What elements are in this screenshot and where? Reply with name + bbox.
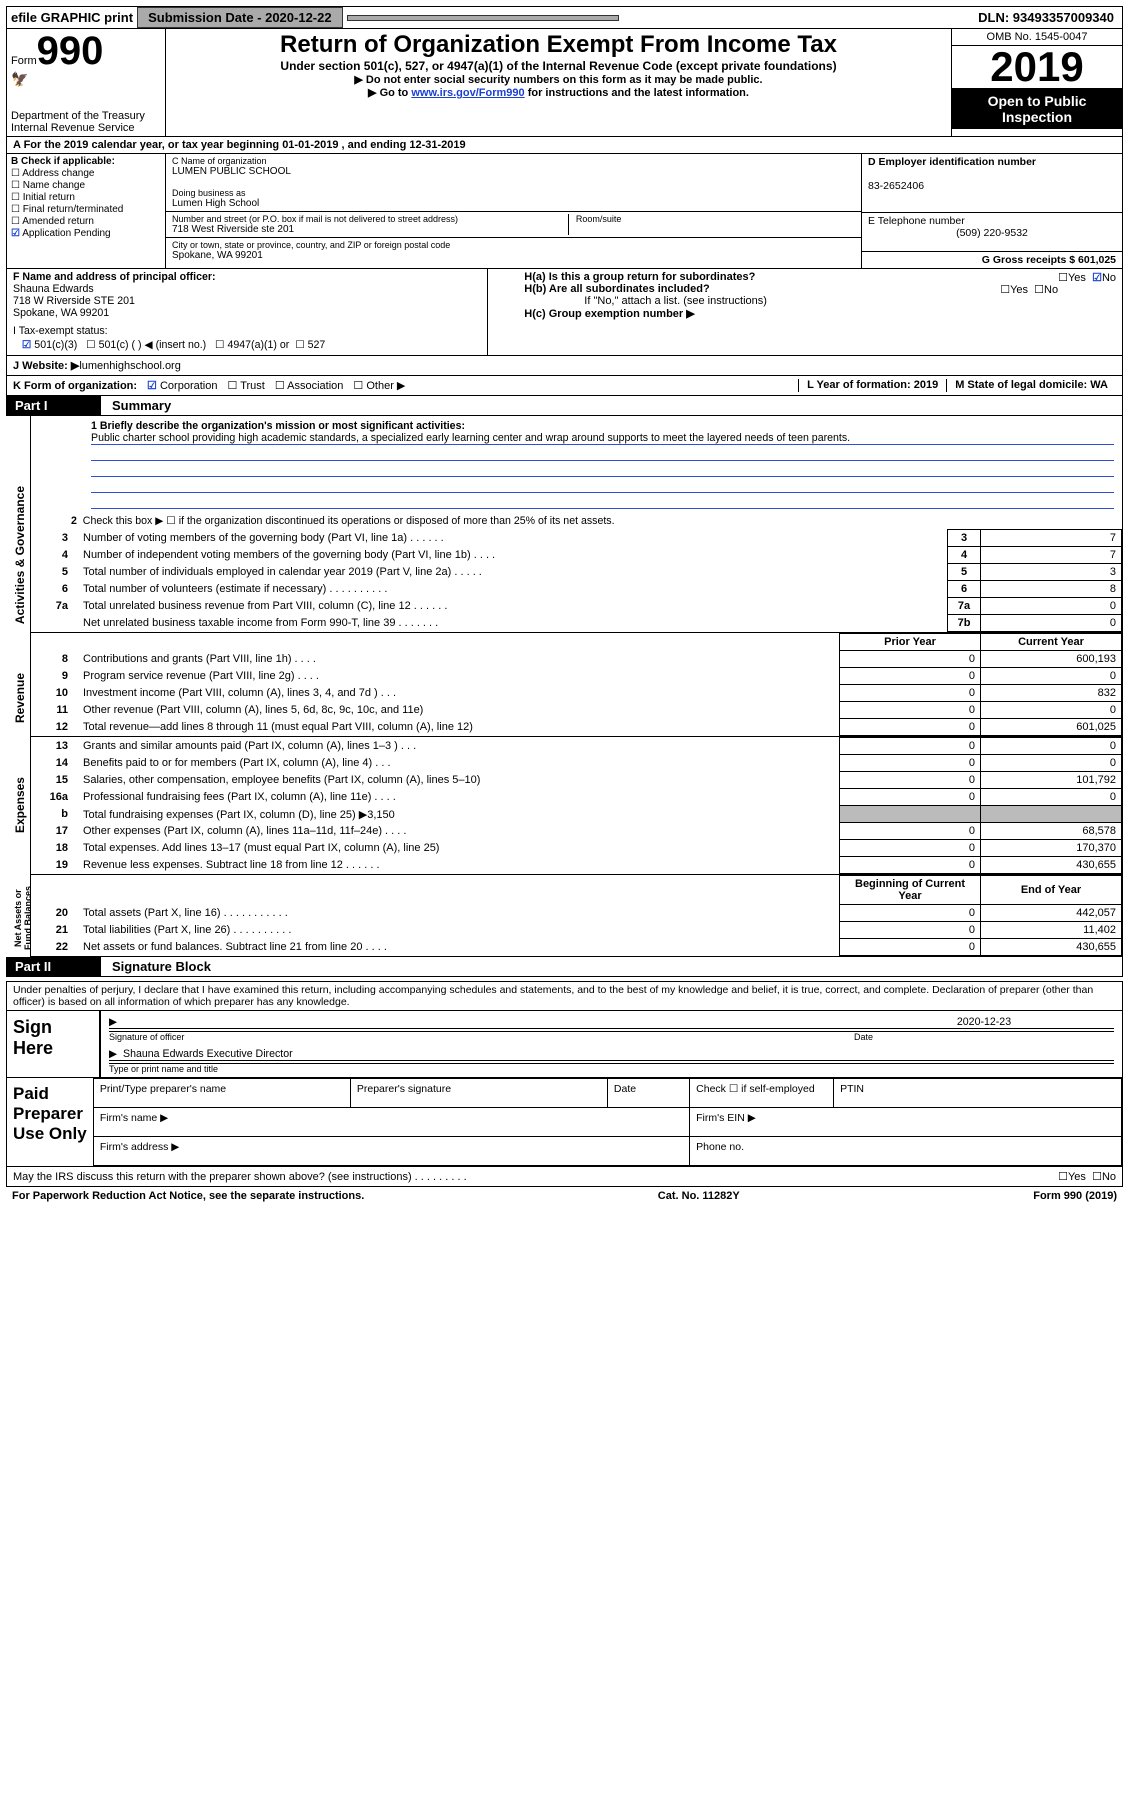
eagle-icon: 🦅 [11,71,161,88]
entity-block: B Check if applicable: ☐ Address change … [6,154,1123,269]
open-to-public: Open to PublicInspection [952,89,1122,129]
chk-corporation[interactable]: ☑ Corporation [147,379,217,392]
chk-501c3[interactable]: ☑ [22,339,32,351]
officer-addr2: Spokane, WA 99201 [13,307,481,319]
chk-other[interactable]: ☐ Other ▶ [353,379,405,392]
form-subtitle: Under section 501(c), 527, or 4947(a)(1)… [172,59,945,73]
chk-amended-return[interactable]: ☐ Amended return [11,216,161,227]
part2-bar: Part II [7,957,101,976]
ein-value: 83-2652406 [868,180,1116,192]
page-footer: For Paperwork Reduction Act Notice, see … [6,1187,1123,1205]
officer-addr1: 718 W Riverside STE 201 [13,295,481,307]
officer-name: Shauna Edwards [13,283,481,295]
chk-address-change[interactable]: ☐ Address change [11,168,161,179]
submission-date-button[interactable]: Submission Date - 2020-12-22 [137,7,343,28]
chk-application-pending[interactable]: ☑ Application Pending [11,228,161,239]
dept-treasury: Department of the Treasury [11,110,161,122]
dln-label: DLN: 93493357009340 [978,10,1122,25]
mission-text: Public charter school providing high aca… [91,432,1114,445]
irs-link[interactable]: www.irs.gov/Form990 [411,87,524,99]
website-value: lumenhighschool.org [79,360,181,372]
website-row: J Website: ▶ lumenhighschool.org [6,356,1123,376]
telephone-value: (509) 220-9532 [868,227,1116,239]
tax-exempt-label: I Tax-exempt status: [13,325,108,337]
line-a-period: A For the 2019 calendar year, or tax yea… [6,137,1123,154]
room-suite-label: Room/suite [576,214,622,224]
form-header: Form990 🦅 Department of the Treasury Int… [6,29,1123,137]
officer-label: F Name and address of principal officer: [13,271,481,283]
form-number: 990 [37,29,104,73]
irs-label: Internal Revenue Service [11,122,161,134]
ha-label: H(a) Is this a group return for subordin… [524,271,755,283]
telephone-label: E Telephone number [868,215,1116,227]
year-formation: L Year of formation: 2019 [798,379,946,392]
q1-label: 1 Briefly describe the organization's mi… [91,420,465,432]
paperwork-notice: For Paperwork Reduction Act Notice, see … [12,1190,364,1202]
city-state-zip: Spokane, WA 99201 [172,250,263,261]
ein-label: D Employer identification number [868,156,1116,168]
form-version: Form 990 (2019) [1033,1190,1117,1202]
sign-here-label: Sign Here [7,1011,99,1077]
net-assets-table: Beginning of Current YearEnd of Year 20T… [31,875,1122,956]
revenue-table: Prior YearCurrent Year 8Contributions an… [31,633,1122,736]
paid-preparer-label: Paid Preparer Use Only [7,1078,93,1166]
cat-number: Cat. No. 11282Y [658,1190,740,1202]
chk-association[interactable]: ☐ Association [275,379,344,392]
section-b-label: B Check if applicable: [11,156,161,167]
street-address: 718 West Riverside ste 201 [172,224,294,235]
tab-governance: Activities & Governance [13,486,33,624]
efile-label: efile GRAPHIC print [7,10,133,25]
tab-net-assets: Net Assets or Fund Balances [13,880,33,956]
discuss-yes[interactable]: ☐Yes [1058,1170,1086,1183]
part1-title: Summary [104,398,171,413]
hc-label: H(c) Group exemption number ▶ [524,308,694,320]
form-title: Return of Organization Exempt From Incom… [172,31,945,59]
chk-trust[interactable]: ☐ Trust [227,379,264,392]
dba-name: Lumen High School [172,198,855,209]
declaration-text: Under penalties of perjury, I declare th… [13,984,1116,1008]
hb-label: H(b) Are all subordinates included? [524,283,709,295]
part1-bar: Part I [7,396,101,415]
officer-name-title: Shauna Edwards Executive Director [123,1048,293,1060]
tab-expenses: Expenses [13,777,33,833]
blank-button[interactable] [347,15,619,21]
chk-final-return[interactable]: ☐ Final return/terminated [11,204,161,215]
officer-signature-line[interactable]: ▶ [109,1016,854,1028]
preparer-table: Print/Type preparer's name Preparer's si… [93,1078,1122,1166]
state-domicile: M State of legal domicile: WA [946,379,1116,392]
discuss-no[interactable]: ☐No [1092,1170,1116,1183]
chk-initial-return[interactable]: ☐ Initial return [11,192,161,203]
org-name: LUMEN PUBLIC SCHOOL [172,166,855,177]
officer-group-row: F Name and address of principal officer:… [6,269,1123,356]
hb-note: If "No," attach a list. (see instruction… [524,295,1116,307]
org-name-label: C Name of organization [172,156,855,166]
q2-label: Check this box ▶ ☐ if the organization d… [83,515,615,527]
form-note-1: ▶ Do not enter social security numbers o… [172,73,945,86]
expenses-table: 13Grants and similar amounts paid (Part … [31,737,1122,874]
chk-name-change[interactable]: ☐ Name change [11,180,161,191]
website-label: J Website: ▶ [13,359,79,372]
form-note-2: ▶ Go to www.irs.gov/Form990 for instruct… [172,86,945,99]
form-word: Form [11,55,37,67]
form-of-org-label: K Form of organization: [13,380,137,392]
top-bar: efile GRAPHIC print Submission Date - 20… [6,6,1123,29]
address-label: Number and street (or P.O. box if mail i… [172,214,569,235]
part2-title: Signature Block [104,959,211,974]
dba-label: Doing business as [172,188,855,198]
tab-revenue: Revenue [13,673,33,723]
discuss-label: May the IRS discuss this return with the… [13,1171,1058,1183]
gross-receipts: G Gross receipts $ 601,025 [982,254,1116,266]
sign-date: 2020-12-23 [854,1016,1114,1028]
tax-year: 2019 [952,46,1122,89]
governance-table: 3Number of voting members of the governi… [31,529,1122,632]
